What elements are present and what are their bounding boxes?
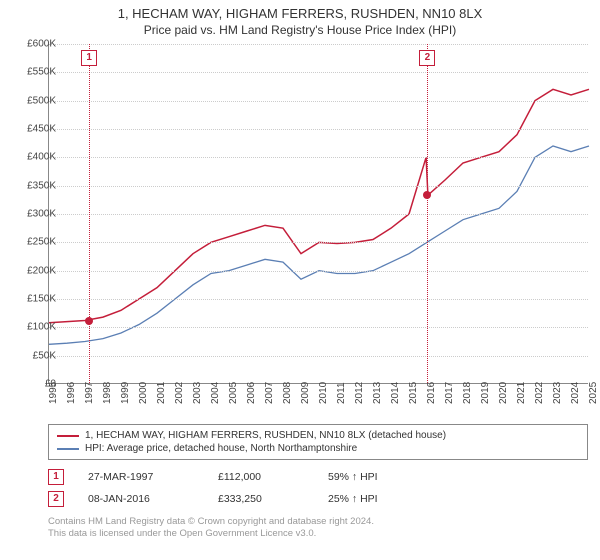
sale-marker-box: 1 bbox=[81, 50, 97, 66]
x-axis-label: 2017 bbox=[444, 382, 455, 404]
x-axis-label: 2008 bbox=[282, 382, 293, 404]
y-axis-label: £0 bbox=[12, 379, 56, 390]
gridline bbox=[49, 44, 588, 45]
legend-item: HPI: Average price, detached house, Nort… bbox=[57, 442, 579, 455]
x-axis-label: 2011 bbox=[336, 382, 347, 404]
y-axis-label: £350K bbox=[12, 180, 56, 191]
gridline bbox=[49, 356, 588, 357]
sale-marker-box: 2 bbox=[419, 50, 435, 66]
x-axis-label: 2005 bbox=[228, 382, 239, 404]
x-axis-label: 2023 bbox=[552, 382, 563, 404]
x-axis-label: 2002 bbox=[174, 382, 185, 404]
legend: 1, HECHAM WAY, HIGHAM FERRERS, RUSHDEN, … bbox=[48, 424, 588, 460]
legend-item: 1, HECHAM WAY, HIGHAM FERRERS, RUSHDEN, … bbox=[57, 429, 579, 442]
y-axis-label: £400K bbox=[12, 152, 56, 163]
x-axis-label: 2003 bbox=[192, 382, 203, 404]
x-axis-label: 2025 bbox=[588, 382, 599, 404]
footer-attribution: Contains HM Land Registry data © Crown c… bbox=[48, 516, 374, 541]
gridline bbox=[49, 299, 588, 300]
x-axis-label: 2010 bbox=[318, 382, 329, 404]
x-axis-label: 2007 bbox=[264, 382, 275, 404]
x-axis-label: 2004 bbox=[210, 382, 221, 404]
y-axis-label: £550K bbox=[12, 67, 56, 78]
x-axis-label: 2013 bbox=[372, 382, 383, 404]
x-axis-label: 1999 bbox=[120, 382, 131, 404]
series-hpi bbox=[49, 146, 589, 344]
plot-region: 12 bbox=[48, 44, 588, 384]
footer-line: Contains HM Land Registry data © Crown c… bbox=[48, 516, 374, 528]
x-axis-label: 2001 bbox=[156, 382, 167, 404]
footer-line: This data is licensed under the Open Gov… bbox=[48, 528, 374, 540]
y-axis-label: £200K bbox=[12, 265, 56, 276]
chart-area: 12 1995199619971998199920002001200220032… bbox=[48, 44, 588, 384]
gridline bbox=[49, 242, 588, 243]
series-price_paid bbox=[49, 89, 589, 322]
legend-swatch bbox=[57, 448, 79, 450]
x-axis-label: 2009 bbox=[300, 382, 311, 404]
x-axis-label: 2015 bbox=[408, 382, 419, 404]
legend-swatch bbox=[57, 435, 79, 437]
y-axis-label: £250K bbox=[12, 237, 56, 248]
x-axis-label: 1998 bbox=[102, 382, 113, 404]
x-axis-label: 2019 bbox=[480, 382, 491, 404]
gridline bbox=[49, 214, 588, 215]
sale-marker-icon: 1 bbox=[48, 469, 64, 485]
gridline bbox=[49, 129, 588, 130]
y-axis-label: £50K bbox=[12, 350, 56, 361]
x-axis-label: 1996 bbox=[66, 382, 77, 404]
x-axis-label: 2012 bbox=[354, 382, 365, 404]
x-axis-label: 2000 bbox=[138, 382, 149, 404]
y-axis-label: £450K bbox=[12, 124, 56, 135]
table-row: 1 27-MAR-1997 £112,000 59% ↑ HPI bbox=[48, 466, 448, 488]
sale-price: £112,000 bbox=[218, 471, 328, 483]
legend-label: HPI: Average price, detached house, Nort… bbox=[85, 443, 357, 454]
gridline bbox=[49, 327, 588, 328]
x-axis-label: 1997 bbox=[84, 382, 95, 404]
y-axis-label: £500K bbox=[12, 95, 56, 106]
x-axis-label: 2014 bbox=[390, 382, 401, 404]
x-axis-label: 2020 bbox=[498, 382, 509, 404]
sale-marker-icon: 2 bbox=[48, 491, 64, 507]
sales-table: 1 27-MAR-1997 £112,000 59% ↑ HPI 2 08-JA… bbox=[48, 466, 448, 510]
sale-marker-vline bbox=[89, 44, 90, 383]
legend-label: 1, HECHAM WAY, HIGHAM FERRERS, RUSHDEN, … bbox=[85, 430, 446, 441]
sale-marker-point bbox=[423, 191, 431, 199]
table-row: 2 08-JAN-2016 £333,250 25% ↑ HPI bbox=[48, 488, 448, 510]
gridline bbox=[49, 186, 588, 187]
x-axis-label: 2016 bbox=[426, 382, 437, 404]
x-axis-label: 2006 bbox=[246, 382, 257, 404]
gridline bbox=[49, 157, 588, 158]
y-axis-label: £150K bbox=[12, 294, 56, 305]
sale-date: 08-JAN-2016 bbox=[88, 493, 218, 505]
x-axis-label: 2024 bbox=[570, 382, 581, 404]
y-axis-label: £300K bbox=[12, 209, 56, 220]
x-axis-label: 2021 bbox=[516, 382, 527, 404]
x-axis-label: 2022 bbox=[534, 382, 545, 404]
chart-subtitle: Price paid vs. HM Land Registry's House … bbox=[0, 21, 600, 41]
sale-marker-vline bbox=[427, 44, 428, 383]
y-axis-label: £600K bbox=[12, 39, 56, 50]
y-axis-label: £100K bbox=[12, 322, 56, 333]
x-axis-label: 2018 bbox=[462, 382, 473, 404]
gridline bbox=[49, 72, 588, 73]
chart-title: 1, HECHAM WAY, HIGHAM FERRERS, RUSHDEN, … bbox=[0, 0, 600, 21]
sale-marker-point bbox=[85, 317, 93, 325]
sale-price: £333,250 bbox=[218, 493, 328, 505]
gridline bbox=[49, 271, 588, 272]
gridline bbox=[49, 101, 588, 102]
sale-date: 27-MAR-1997 bbox=[88, 471, 218, 483]
sale-delta: 59% ↑ HPI bbox=[328, 471, 448, 483]
sale-delta: 25% ↑ HPI bbox=[328, 493, 448, 505]
